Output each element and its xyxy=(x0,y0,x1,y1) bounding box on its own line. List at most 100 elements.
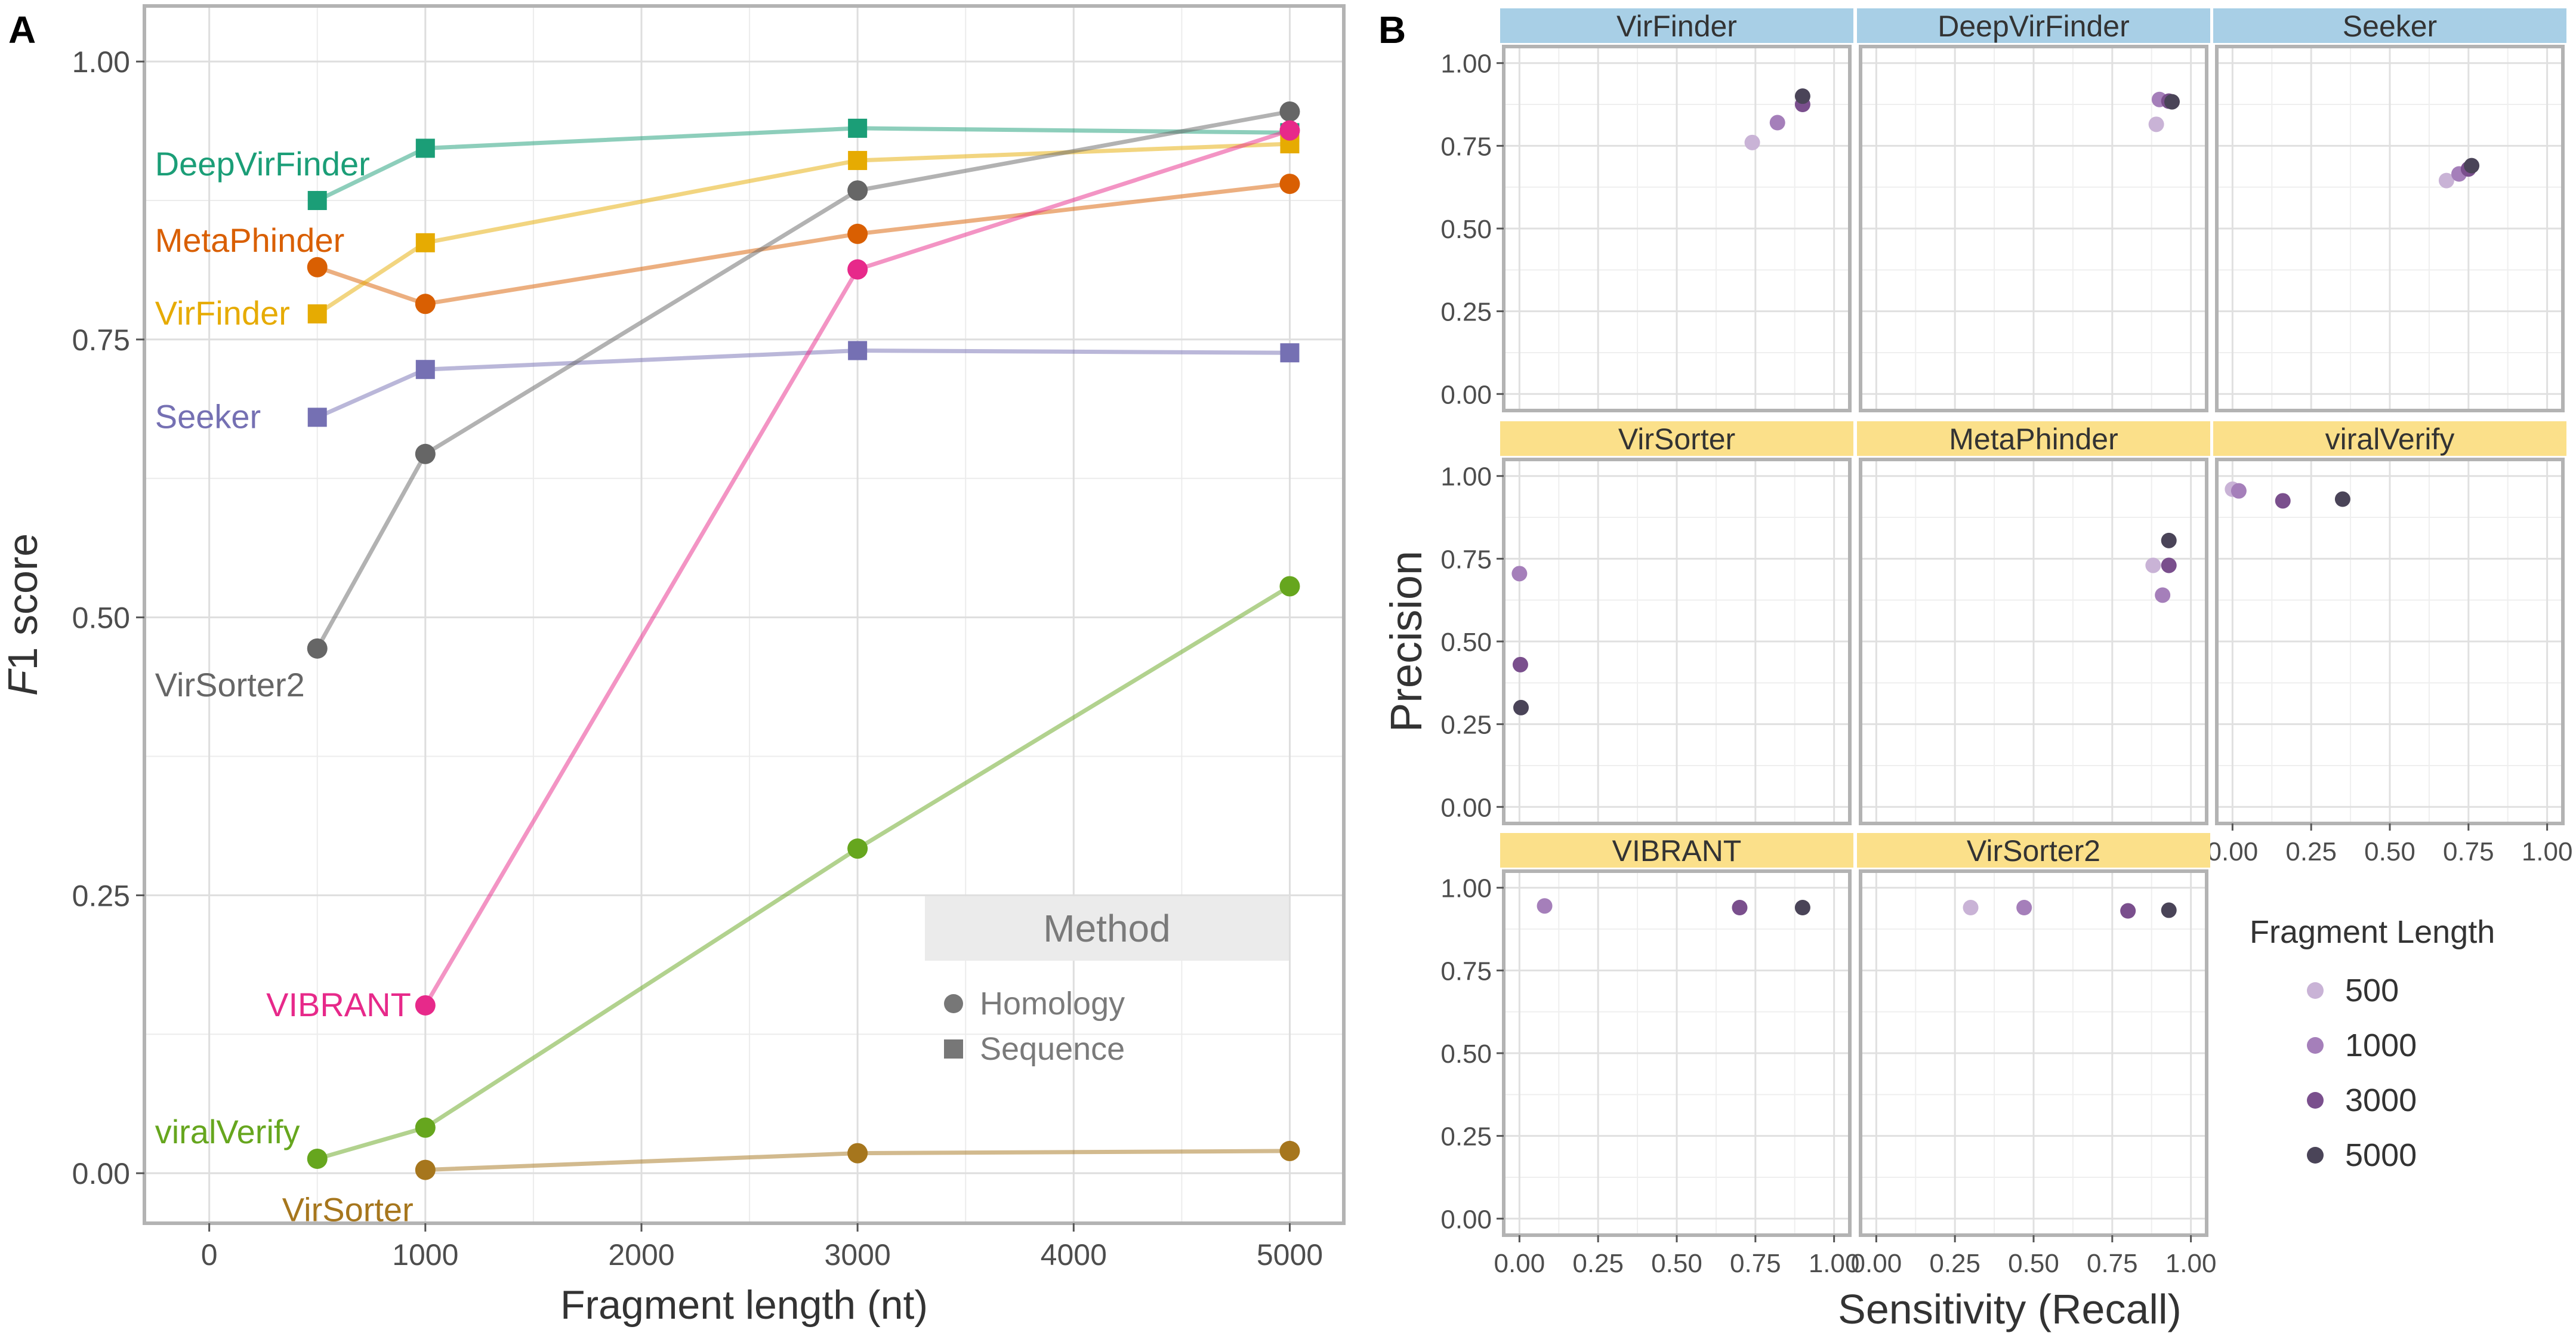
x-tick-label: 1000 xyxy=(392,1238,458,1272)
scatter-point-VIBRANT-5000 xyxy=(1794,900,1810,915)
scatter-point-VirSorter-3000 xyxy=(1512,656,1528,672)
legend-label: 500 xyxy=(2345,973,2399,1008)
scatter-point-viralVerify-5000 xyxy=(2334,491,2350,507)
scatter-point-MetaPhinder-1000 xyxy=(2155,587,2171,603)
point-VirFinder xyxy=(307,304,327,324)
facet-y-tick-label: 0.75 xyxy=(1440,132,1492,161)
plot-background xyxy=(144,6,1344,1223)
facet-strip xyxy=(2213,421,2566,456)
series-label-DeepVirFinder: DeepVirFinder xyxy=(155,145,370,183)
point-DeepVirFinder xyxy=(848,118,868,138)
series-label-viralVerify: viralVerify xyxy=(155,1113,300,1150)
facet-strip xyxy=(1500,8,1853,43)
point-viralVerify xyxy=(307,1148,328,1169)
point-VIBRANT xyxy=(415,995,436,1016)
facet-x-tick-label: 1.00 xyxy=(2522,837,2573,866)
scatter-point-VirSorter2-1000 xyxy=(2016,900,2032,915)
series-line-VirSorter2 xyxy=(315,109,1291,650)
point-VirSorter2 xyxy=(415,443,436,464)
facet-strip xyxy=(1857,8,2210,43)
legend-title: Fragment Length xyxy=(2250,914,2495,950)
legend-label: Sequence xyxy=(980,1031,1125,1067)
facet-strip xyxy=(2213,8,2566,43)
panel-b-faceted-scatter: VirFinder 0.00 0.25 0.50 0.75 1.00 DeepVirFind… xyxy=(1381,8,2572,1332)
facet-y-tick-label: 1.00 xyxy=(1440,50,1492,79)
facet-VIBRANT: VIBRANT 0.00 0.25 0.50 0.75 1.00 0.00 0.25 0.50 0… xyxy=(1440,833,1859,1278)
scatter-point-viralVerify-1000 xyxy=(2231,483,2247,499)
facet-x-tick-label: 0.00 xyxy=(2207,837,2259,866)
point-VirSorter2 xyxy=(847,180,868,201)
facet-strip-label: VirSorter2 xyxy=(1967,834,2100,868)
point-VirFinder xyxy=(848,150,868,170)
scatter-point-VirSorter-1000 xyxy=(1511,566,1528,582)
legend-key-500 xyxy=(2307,982,2324,999)
point-Seeker xyxy=(307,408,327,427)
point-VirSorter2 xyxy=(1279,101,1300,122)
scatter-point-DeepVirFinder-500 xyxy=(2148,116,2164,132)
legend-key-5000 xyxy=(2307,1147,2324,1164)
point-Seeker xyxy=(848,341,868,360)
facet-strip xyxy=(1857,421,2210,456)
facet-y-tick-label: 0.00 xyxy=(1440,1205,1492,1234)
facet-y-tick-label: 0.25 xyxy=(1440,298,1492,327)
facet-strip xyxy=(1500,421,1853,456)
scatter-point-VirFinder-500 xyxy=(1744,134,1760,150)
facet-MetaPhinder: MetaPhinder xyxy=(1857,421,2210,825)
facet-strip xyxy=(1857,833,2210,868)
point-DeepVirFinder xyxy=(307,191,327,211)
x-tick-label: 3000 xyxy=(825,1238,891,1272)
x-tick-label: 5000 xyxy=(1257,1238,1323,1272)
series-line-Seeker xyxy=(316,348,1290,419)
y-tick-label: 0.00 xyxy=(72,1157,130,1190)
facet-DeepVirFinder: DeepVirFinder xyxy=(1857,8,2210,412)
scatter-point-VIBRANT-1000 xyxy=(1537,898,1553,914)
scatter-point-VirSorter2-5000 xyxy=(2161,902,2177,918)
facet-x-tick-label: 0.75 xyxy=(1730,1249,1781,1278)
point-VirSorter2 xyxy=(307,638,328,659)
facet-y-tick-label: 0.25 xyxy=(1440,711,1492,740)
facet-VirFinder: VirFinder 0.00 0.25 0.50 0.75 1.00 xyxy=(1440,8,1853,412)
facet-x-tick-label: 0.00 xyxy=(1851,1249,1902,1278)
facet-y-tick-label: 1.00 xyxy=(1440,462,1492,492)
scatter-point-VirSorter2-3000 xyxy=(2120,903,2136,919)
y-tick-label: 0.75 xyxy=(72,323,130,357)
legend-title: Method xyxy=(1043,907,1170,950)
facet-y-tick-label: 0.50 xyxy=(1440,215,1492,244)
legend-label: 3000 xyxy=(2345,1082,2417,1118)
facet-Seeker: Seeker xyxy=(2213,8,2566,412)
facet-border xyxy=(2215,45,2565,412)
point-viralVerify xyxy=(1279,576,1300,597)
point-VirSorter xyxy=(1279,1140,1300,1161)
y-tick-label: 0.50 xyxy=(72,601,130,635)
legend-label: 1000 xyxy=(2345,1028,2417,1063)
legend-label: 5000 xyxy=(2345,1137,2417,1173)
facet-y-tick-label: 0.75 xyxy=(1440,957,1492,986)
facet-strip-label: MetaPhinder xyxy=(1949,422,2118,456)
facet-strip-label: DeepVirFinder xyxy=(1938,10,2129,43)
fragment-length-legend: Fragment Length 500 1000 3000 5000 xyxy=(2250,914,2495,1173)
point-MetaPhinder xyxy=(307,257,328,277)
facet-strip-label: VirFinder xyxy=(1616,10,1737,43)
panel-label-b: B xyxy=(1378,8,1406,51)
point-DeepVirFinder xyxy=(415,138,435,158)
legend-key-sequence xyxy=(944,1039,963,1059)
facet-strip-label: VIBRANT xyxy=(1612,834,1742,868)
scatter-point-VirFinder-1000 xyxy=(1769,115,1785,131)
point-MetaPhinder xyxy=(1279,174,1300,195)
y-tick-label: 1.00 xyxy=(72,45,130,79)
facet-strip-label: VirSorter xyxy=(1618,422,1735,456)
point-MetaPhinder xyxy=(415,294,436,314)
facet-x-tick-label: 0.25 xyxy=(1572,1249,1624,1278)
facet-border xyxy=(1859,458,2208,825)
y-axis-title: F1 score xyxy=(0,533,46,696)
series-line-DeepVirFinder xyxy=(316,126,1290,203)
x-tick-label: 0 xyxy=(201,1238,218,1272)
facet-y-tick-label: 1.00 xyxy=(1440,874,1492,903)
method-legend: Method Homology Sequence xyxy=(925,896,1289,1067)
point-MetaPhinder xyxy=(847,223,868,244)
b-y-axis-title: Precision xyxy=(1381,551,1431,732)
facet-x-tick-label: 0.25 xyxy=(1929,1249,1980,1278)
point-VirFinder xyxy=(415,233,435,252)
panel-a-line-chart: DeepVirFinder MetaPhinder VirFinder Seeker V… xyxy=(0,4,1346,1328)
